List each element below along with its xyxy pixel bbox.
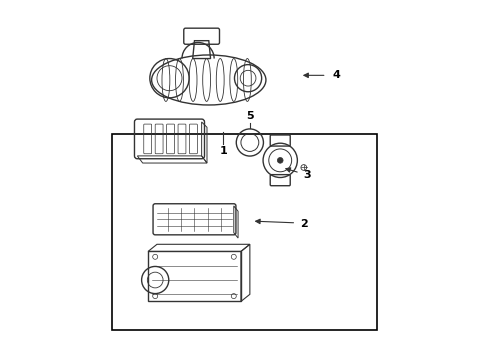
Text: 3: 3 (303, 170, 310, 180)
Text: 4: 4 (331, 70, 339, 80)
Circle shape (277, 157, 283, 163)
Text: 1: 1 (219, 146, 226, 156)
Text: 5: 5 (245, 111, 253, 121)
Bar (112, 134, 376, 330)
Text: 2: 2 (299, 219, 307, 229)
